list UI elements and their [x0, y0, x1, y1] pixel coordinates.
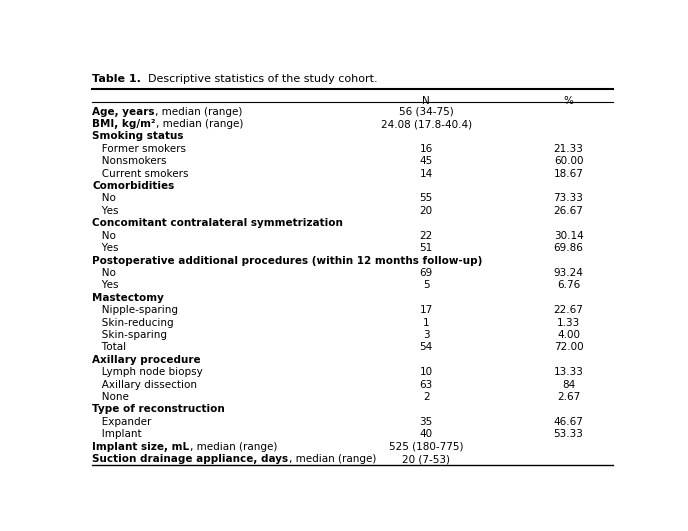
Text: , median (range): , median (range) [189, 442, 277, 452]
Text: Concomitant contralateral symmetrization: Concomitant contralateral symmetrization [92, 218, 343, 228]
Text: Expander: Expander [92, 417, 152, 427]
Text: 2.67: 2.67 [557, 392, 580, 402]
Text: Implant: Implant [92, 429, 142, 439]
Text: Nipple-sparing: Nipple-sparing [92, 305, 178, 315]
Text: 56 (34-75): 56 (34-75) [399, 107, 453, 117]
Text: 22.67: 22.67 [554, 305, 583, 315]
Text: 22: 22 [420, 230, 433, 241]
Text: None: None [92, 392, 129, 402]
Text: 69: 69 [420, 268, 433, 278]
Text: Postoperative additional procedures (within 12 months follow-up): Postoperative additional procedures (wit… [92, 255, 483, 266]
Text: 73.33: 73.33 [554, 193, 583, 203]
Text: 20: 20 [420, 206, 433, 216]
Text: Type of reconstruction: Type of reconstruction [92, 405, 225, 414]
Text: Implant size, mL: Implant size, mL [92, 442, 189, 452]
Text: Comorbidities: Comorbidities [92, 181, 175, 191]
Text: No: No [92, 193, 116, 203]
Text: Skin-reducing: Skin-reducing [92, 318, 174, 328]
Text: Descriptive statistics of the study cohort.: Descriptive statistics of the study coho… [141, 74, 378, 84]
Text: 40: 40 [420, 429, 433, 439]
Text: Mastectomy: Mastectomy [92, 293, 164, 303]
Text: 69.86: 69.86 [554, 243, 583, 253]
Text: 30.14: 30.14 [554, 230, 583, 241]
Text: 55: 55 [420, 193, 433, 203]
Text: Suction drainage appliance, days: Suction drainage appliance, days [92, 454, 288, 464]
Text: Age, years: Age, years [92, 107, 155, 117]
Text: 45: 45 [420, 156, 433, 166]
Text: 10: 10 [420, 367, 433, 377]
Text: 1.33: 1.33 [557, 318, 580, 328]
Text: , median (range): , median (range) [155, 107, 242, 117]
Text: 13.33: 13.33 [554, 367, 583, 377]
Text: Total: Total [92, 342, 127, 353]
Text: N: N [422, 96, 430, 106]
Text: 4.00: 4.00 [557, 330, 580, 340]
Text: 60.00: 60.00 [554, 156, 583, 166]
Text: 35: 35 [420, 417, 433, 427]
Text: Yes: Yes [92, 280, 119, 290]
Text: Smoking status: Smoking status [92, 132, 184, 141]
Text: BMI, kg/m²: BMI, kg/m² [92, 119, 156, 129]
Text: No: No [92, 268, 116, 278]
Text: Former smokers: Former smokers [92, 144, 186, 154]
Text: No: No [92, 230, 116, 241]
Text: 93.24: 93.24 [554, 268, 583, 278]
Text: 525 (180-775): 525 (180-775) [389, 442, 464, 452]
Text: 21.33: 21.33 [554, 144, 583, 154]
Text: , median (range): , median (range) [156, 119, 244, 129]
Text: 24.08 (17.8-40.4): 24.08 (17.8-40.4) [380, 119, 472, 129]
Text: 14: 14 [420, 169, 433, 178]
Text: 17: 17 [420, 305, 433, 315]
Text: Yes: Yes [92, 206, 119, 216]
Text: Lymph node biopsy: Lymph node biopsy [92, 367, 203, 377]
Text: 63: 63 [420, 380, 433, 390]
Text: 3: 3 [423, 330, 429, 340]
Text: Axillary procedure: Axillary procedure [92, 355, 201, 365]
Text: Current smokers: Current smokers [92, 169, 189, 178]
Text: 51: 51 [420, 243, 433, 253]
Text: Table 1.: Table 1. [92, 74, 141, 84]
Text: 5: 5 [423, 280, 429, 290]
Text: 20 (7-53): 20 (7-53) [402, 454, 450, 464]
Text: 84: 84 [562, 380, 575, 390]
Text: 18.67: 18.67 [554, 169, 583, 178]
Text: , median (range): , median (range) [288, 454, 376, 464]
Text: Table 1.: Table 1. [92, 74, 141, 84]
Text: 54: 54 [420, 342, 433, 353]
Text: 2: 2 [423, 392, 429, 402]
Text: 46.67: 46.67 [554, 417, 583, 427]
Text: 16: 16 [420, 144, 433, 154]
Text: Yes: Yes [92, 243, 119, 253]
Text: Skin-sparing: Skin-sparing [92, 330, 167, 340]
Text: %: % [563, 96, 574, 106]
Text: 72.00: 72.00 [554, 342, 583, 353]
Text: 26.67: 26.67 [554, 206, 583, 216]
Text: 6.76: 6.76 [557, 280, 580, 290]
Text: 1: 1 [423, 318, 429, 328]
Text: 53.33: 53.33 [554, 429, 583, 439]
Text: Axillary dissection: Axillary dissection [92, 380, 197, 390]
Text: Nonsmokers: Nonsmokers [92, 156, 167, 166]
